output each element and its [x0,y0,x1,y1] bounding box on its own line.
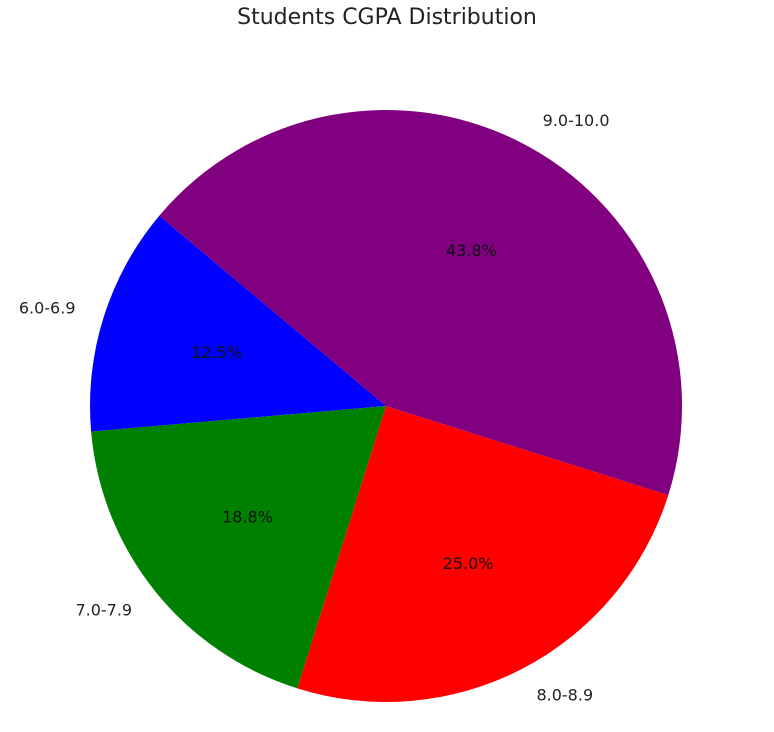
pie-category-labels: 6.0-6.9 7.0-7.9 8.0-8.9 9.0-10.0 [19,111,610,704]
category-label-7.0-7.9: 7.0-7.9 [75,600,132,619]
category-label-8.0-8.9: 8.0-8.9 [536,685,593,704]
percent-label-6.0-6.9: 12.5% [191,343,242,362]
category-label-6.0-6.9: 6.0-6.9 [19,298,76,317]
pie-slice-7.0-7.9 [91,406,387,689]
chart-title: Students CGPA Distribution [237,5,537,30]
pie-slice-6.0-6.9 [90,215,387,432]
pie-slice-8.0-8.9 [297,406,669,702]
percent-label-8.0-8.9: 25.0% [443,554,494,573]
percent-label-9.0-10.0: 43.8% [446,241,497,260]
pie-percent-labels: 12.5% 18.8% 25.0% 43.8% [191,241,497,573]
pie-slices [90,109,683,702]
pie-slice-9.0-10.0 [159,109,683,496]
percent-label-7.0-7.9: 18.8% [222,508,273,527]
category-label-9.0-10.0: 9.0-10.0 [543,111,610,130]
